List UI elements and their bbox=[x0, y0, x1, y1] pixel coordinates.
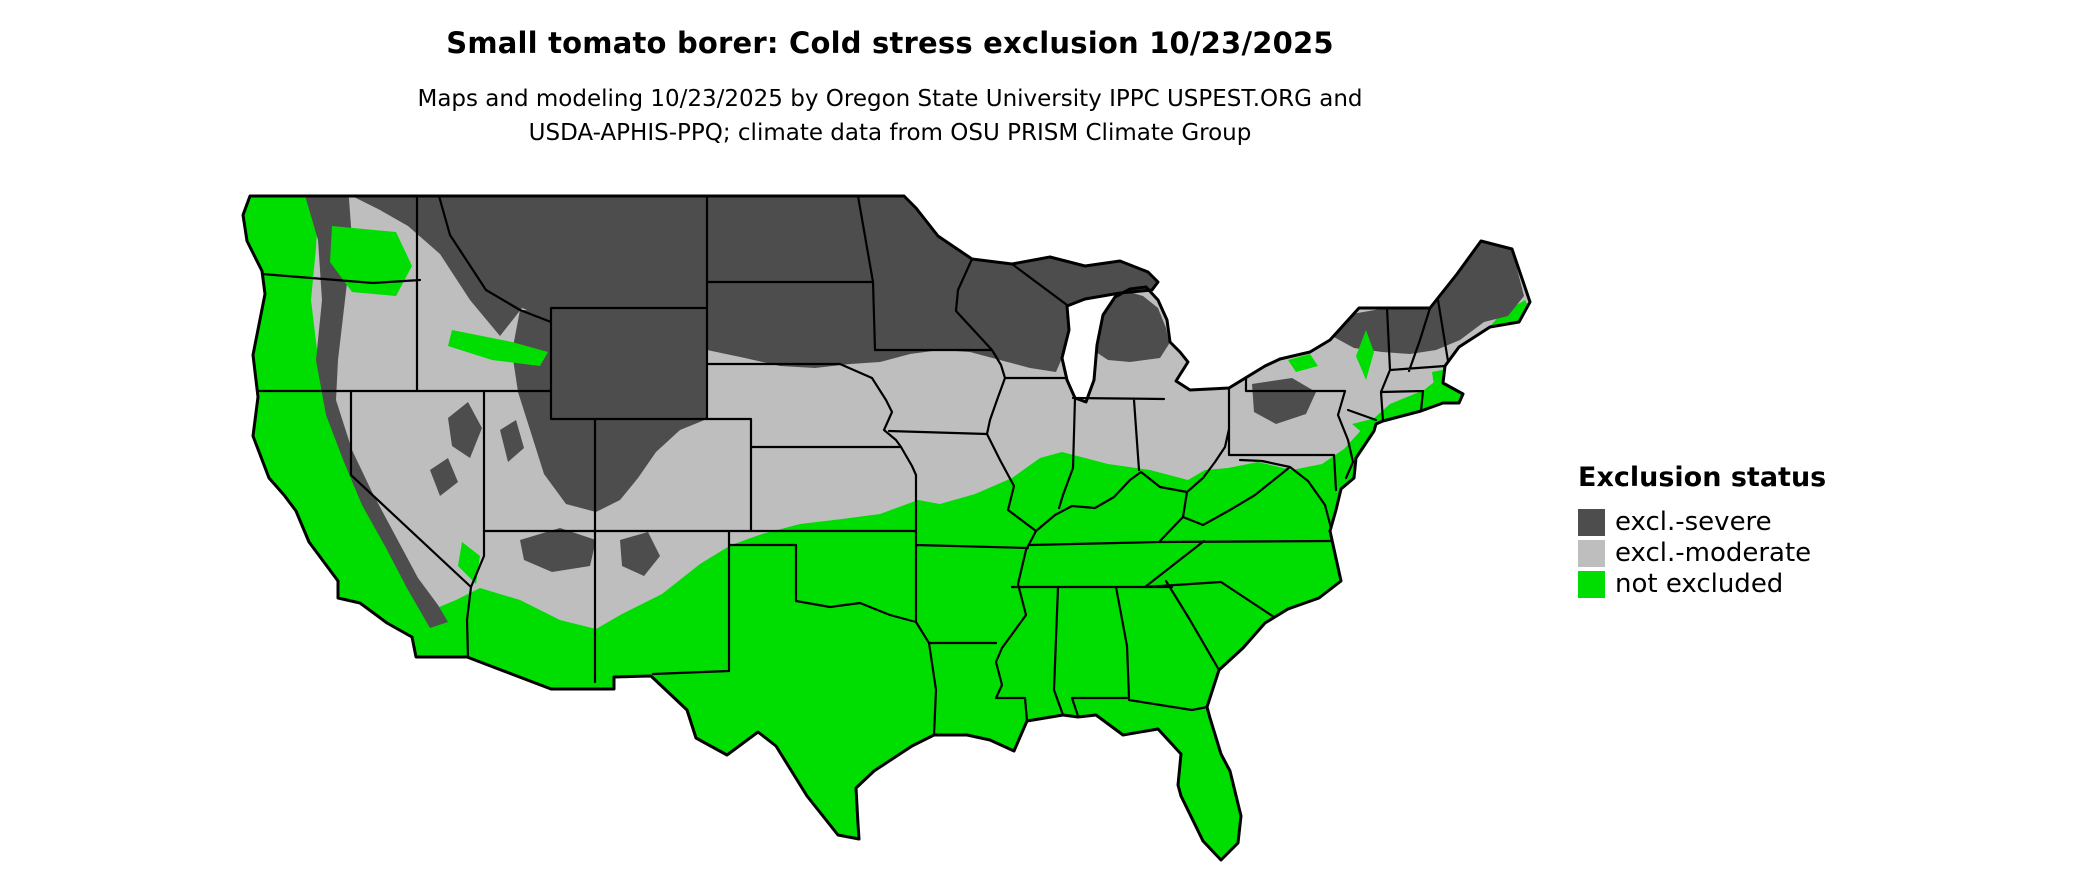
legend-item: not excluded bbox=[1578, 569, 1998, 600]
legend-swatch-moderate bbox=[1578, 540, 1605, 567]
us-outline bbox=[241, 194, 1532, 862]
legend-swatch-not-excluded bbox=[1578, 571, 1605, 598]
legend-label-severe: excl.-severe bbox=[1615, 507, 1772, 537]
legend-label-not-excluded: not excluded bbox=[1615, 569, 1784, 599]
subtitle-line-1: Maps and modeling 10/23/2025 by Oregon S… bbox=[417, 86, 1363, 112]
subtitle: Maps and modeling 10/23/2025 by Oregon S… bbox=[0, 82, 1780, 150]
legend: Exclusion status excl.-severe excl.-mode… bbox=[1578, 462, 1998, 600]
legend-item: excl.-severe bbox=[1578, 507, 1998, 538]
state-borders bbox=[256, 194, 1450, 737]
legend-item: excl.-moderate bbox=[1578, 538, 1998, 569]
subtitle-line-2: USDA-APHIS-PPQ; climate data from OSU PR… bbox=[528, 120, 1252, 146]
legend-swatch-severe bbox=[1578, 509, 1605, 536]
page-title: Small tomato borer: Cold stress exclusio… bbox=[446, 26, 1334, 60]
legend-label-moderate: excl.-moderate bbox=[1615, 538, 1812, 568]
legend-title: Exclusion status bbox=[1578, 462, 1827, 493]
zone-severe bbox=[302, 196, 1524, 628]
